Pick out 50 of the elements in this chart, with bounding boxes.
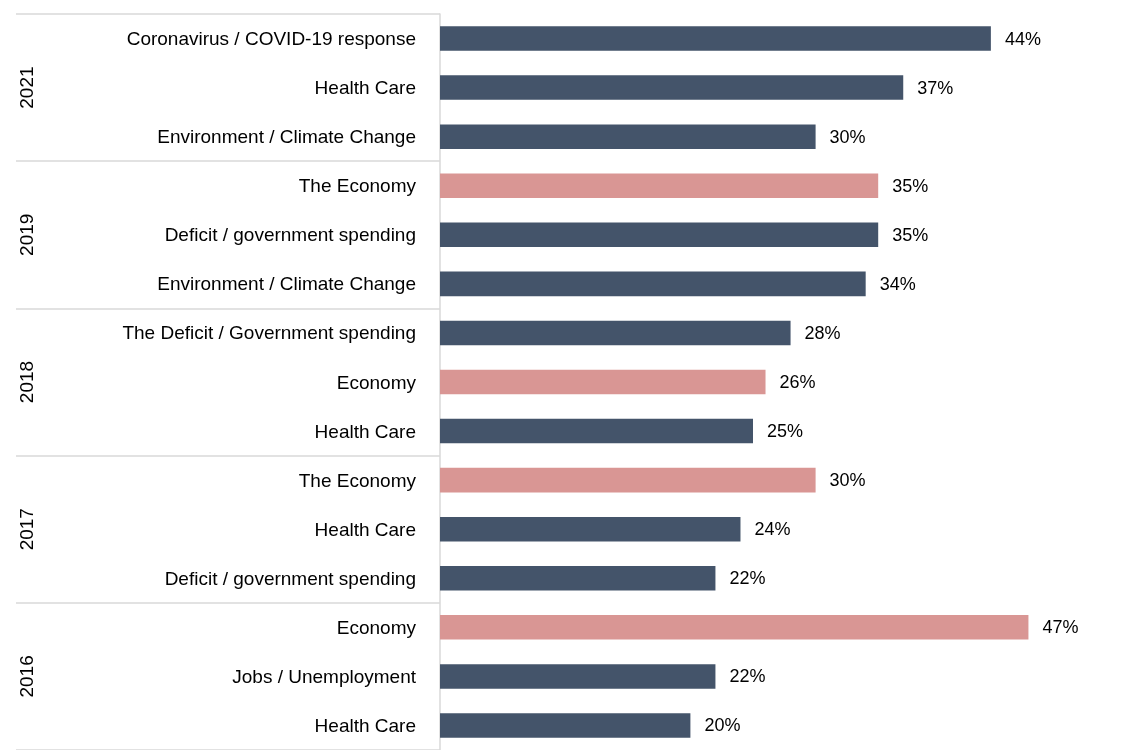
data-label: 35% — [892, 175, 929, 196]
bar — [440, 124, 816, 149]
y-tick-label: Jobs / Unemployment — [232, 665, 417, 687]
bar — [440, 615, 1029, 640]
data-label: 34% — [879, 273, 916, 294]
y-tick-label: The Economy — [298, 469, 417, 491]
bar — [440, 369, 766, 395]
y-tick-label: The Deficit / Government spending — [122, 322, 416, 344]
y-tick-label: Deficit / government spending — [164, 224, 416, 246]
bar — [440, 173, 879, 198]
text: 2018 — [16, 360, 37, 404]
data-label: 35% — [892, 224, 929, 245]
y-tick-label: Deficit / government spending — [164, 567, 416, 589]
bar — [440, 75, 904, 100]
text: 2021 — [16, 66, 37, 109]
bar — [440, 222, 879, 248]
bar — [440, 467, 816, 493]
y-tick-label: Health Care — [314, 518, 416, 540]
bar — [440, 271, 866, 297]
data-label: 22% — [729, 568, 766, 589]
y-tick-label: Health Care — [314, 714, 416, 736]
data-label: 44% — [1004, 28, 1041, 49]
data-label: 37% — [917, 77, 954, 98]
data-label: 26% — [779, 372, 816, 392]
text: 2017 — [16, 508, 37, 551]
y-tick-label: Environment / Climate Change — [157, 273, 416, 295]
data-label: 47% — [1042, 617, 1079, 638]
data-label: 24% — [754, 519, 791, 540]
data-label: 25% — [767, 421, 804, 442]
bar — [440, 320, 791, 346]
bar — [440, 713, 691, 738]
bar — [440, 418, 753, 444]
bar — [440, 664, 716, 689]
bar — [440, 566, 716, 591]
bar — [440, 26, 991, 51]
y-tick-label: Economy — [336, 371, 417, 393]
y-tick-label: The Economy — [298, 175, 417, 197]
text: 2016 — [16, 655, 37, 698]
text: 2019 — [16, 213, 37, 256]
data-label: 20% — [704, 715, 741, 736]
bar — [440, 516, 741, 542]
y-tick-label: Environment / Climate Change — [157, 126, 416, 148]
data-label: 30% — [829, 126, 866, 147]
y-tick-label: Health Care — [314, 77, 416, 99]
data-label: 22% — [729, 666, 766, 687]
data-label: 30% — [829, 470, 866, 491]
y-tick-label: Coronavirus / COVID-19 response — [126, 28, 416, 50]
data-label: 28% — [804, 322, 841, 343]
y-tick-label: Economy — [336, 616, 417, 638]
y-tick-label: Health Care — [314, 420, 416, 442]
